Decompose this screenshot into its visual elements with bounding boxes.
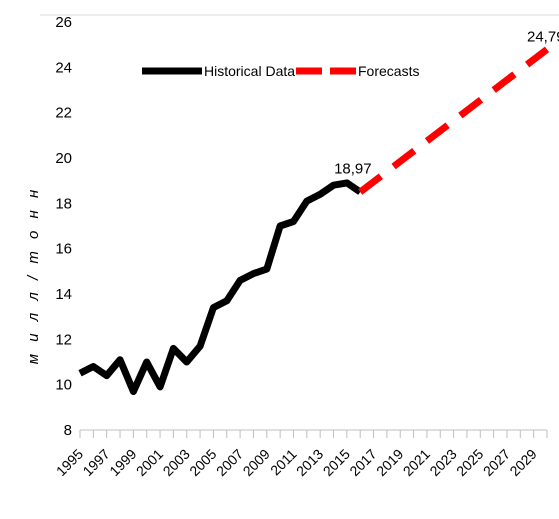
legend-label: Historical Data xyxy=(204,63,295,79)
y-tick-label: 24 xyxy=(55,59,72,76)
y-tick-label: 18 xyxy=(55,195,72,212)
y-axis: 8 10 12 14 16 18 20 22 24 26 xyxy=(55,14,72,439)
y-tick-label: 12 xyxy=(55,331,72,348)
x-tick-label: 2023 xyxy=(426,446,459,479)
legend: Historical Data Forecasts xyxy=(142,63,419,79)
series-line xyxy=(78,179,363,395)
y-tick-label: 10 xyxy=(55,377,72,394)
series-layer xyxy=(78,46,550,395)
x-tick-label: 2007 xyxy=(213,446,246,479)
y-tick-label: 20 xyxy=(55,150,72,167)
x-tick-label: 2019 xyxy=(373,446,406,479)
legend-label: Forecasts xyxy=(358,63,419,79)
x-tick-label: 2003 xyxy=(160,446,193,479)
data-label: 18,97 xyxy=(334,160,372,177)
x-tick-label: 2015 xyxy=(320,446,353,479)
x-tick-label: 2001 xyxy=(133,446,166,479)
annotations: 18,97 24,79 xyxy=(334,28,559,177)
x-tick-label: 2027 xyxy=(480,446,513,479)
x-tick-label: 2021 xyxy=(400,446,433,479)
y-tick-label: 8 xyxy=(64,422,72,439)
x-tick-label: 2017 xyxy=(346,446,379,479)
x-tick-label: 2005 xyxy=(186,446,219,479)
y-tick-label: 16 xyxy=(55,241,72,258)
x-tick-label: 2025 xyxy=(453,446,486,479)
y-tick-label: 22 xyxy=(55,105,72,122)
x-tick-label: 2011 xyxy=(267,446,300,479)
x-tick-label: 2009 xyxy=(240,446,273,479)
y-tick-label: 26 xyxy=(55,14,72,31)
x-tick-label: 1999 xyxy=(106,446,139,479)
y-tick-label: 14 xyxy=(55,286,72,303)
x-tick-label: 2013 xyxy=(293,446,326,479)
y-axis-label: м и л л / т о н н xyxy=(25,186,42,364)
x-tick-label: 1995 xyxy=(53,446,86,479)
x-axis: 1995199719992001200320052007200920112013… xyxy=(53,429,548,479)
data-label: 24,79 xyxy=(527,28,559,45)
x-tick-label: 1997 xyxy=(79,446,112,479)
x-tick-label: 2029 xyxy=(506,446,539,479)
